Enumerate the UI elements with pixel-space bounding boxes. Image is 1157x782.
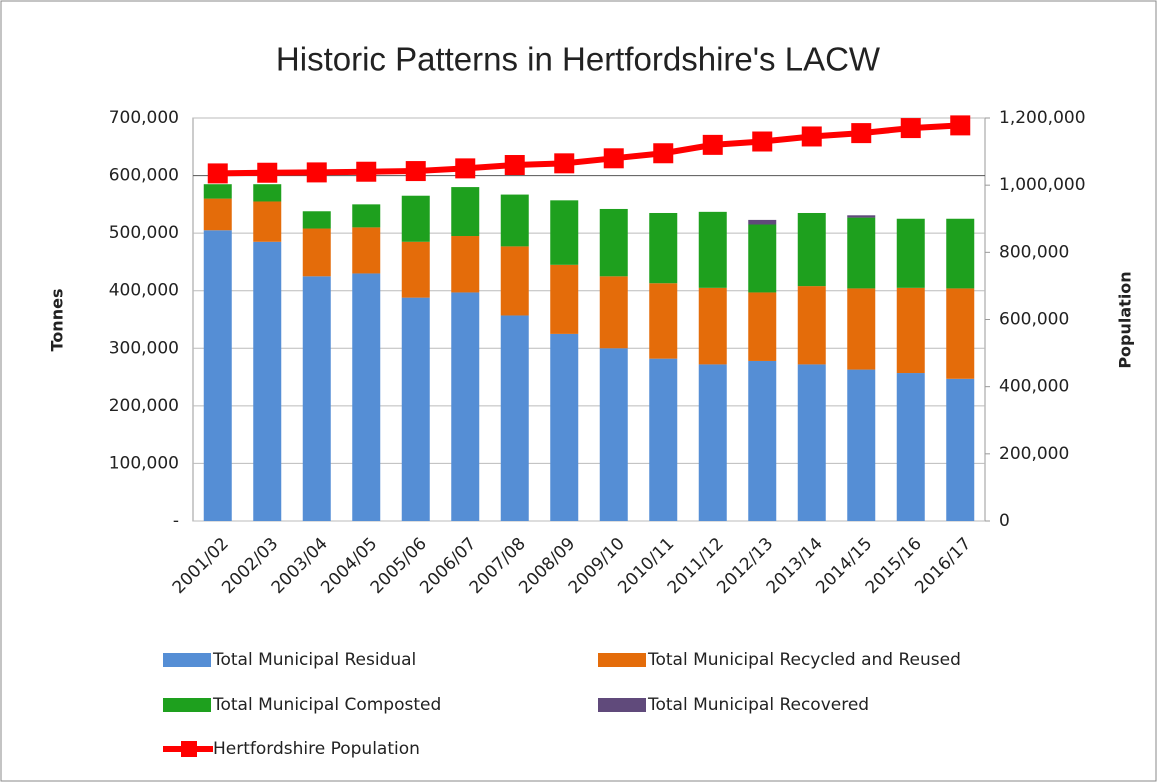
bar-segment <box>302 228 331 277</box>
y-tick-label: 700,000 <box>109 108 179 128</box>
bar-segment <box>550 264 579 334</box>
population-marker <box>603 148 624 169</box>
population-marker <box>752 131 773 152</box>
y-tick-label: 600,000 <box>109 166 179 186</box>
bar-segment <box>451 187 480 237</box>
bar-segment <box>797 286 826 365</box>
population-marker <box>405 161 426 182</box>
bar-segment <box>698 287 727 365</box>
bar-segment <box>451 292 480 521</box>
y-tick-label: - <box>173 511 179 531</box>
bar-segment <box>847 215 876 218</box>
population-marker <box>455 158 476 179</box>
population-marker <box>801 126 822 147</box>
bar-segment <box>698 364 727 521</box>
bar-segment <box>847 288 876 370</box>
population-marker <box>306 162 327 183</box>
population-marker <box>504 155 525 176</box>
bar-segment <box>946 378 975 521</box>
bar-segment <box>352 227 381 274</box>
bar-segment <box>401 195 430 242</box>
bar-segment <box>896 373 925 521</box>
bar-segment <box>599 348 628 521</box>
population-marker <box>653 143 674 164</box>
population-marker <box>554 153 575 174</box>
legend-label: Total Municipal Recycled and Reused <box>647 650 961 670</box>
bar-segment <box>203 198 232 231</box>
bar-segment <box>946 218 975 289</box>
y2-tick-label: 400,000 <box>999 377 1069 397</box>
legend-swatch <box>163 653 211 667</box>
population-marker <box>356 161 377 182</box>
y2-tick-label: 1,200,000 <box>999 108 1086 128</box>
bar-segment <box>847 369 876 521</box>
population-marker <box>950 115 971 136</box>
bar-segment <box>203 184 232 199</box>
population-marker <box>702 134 723 155</box>
legend-swatch <box>163 698 211 712</box>
y-tick-label: 100,000 <box>109 453 179 473</box>
bar-segment <box>649 212 678 284</box>
chart-title: Historic Patterns in Hertfordshire's LAC… <box>276 41 881 78</box>
bar-segment <box>797 212 826 287</box>
bar-segment <box>401 297 430 521</box>
bar-segment <box>401 241 430 298</box>
bar-segment <box>698 211 727 288</box>
legend-swatch <box>181 741 197 757</box>
bar-segment <box>500 246 529 316</box>
bar-segment <box>599 276 628 349</box>
bar-segment <box>649 283 678 359</box>
bar-segment <box>203 230 232 521</box>
y-tick-label: 400,000 <box>109 281 179 301</box>
bar-segment <box>253 201 282 242</box>
bar-segment <box>550 333 579 521</box>
y-tick-label: 300,000 <box>109 338 179 358</box>
bar-segment <box>946 288 975 379</box>
legend-label: Hertfordshire Population <box>213 739 420 759</box>
bar-segment <box>302 276 331 521</box>
y-axis-title: Tonnes <box>48 289 67 352</box>
bar-segment <box>847 217 876 289</box>
bar-segment <box>302 211 331 229</box>
bar-segment <box>599 208 628 277</box>
population-marker <box>900 118 921 139</box>
bar-segment <box>649 358 678 521</box>
y2-tick-label: 800,000 <box>999 242 1069 262</box>
bar-segment <box>748 292 777 361</box>
bar-segment <box>896 287 925 374</box>
legend-swatch <box>598 698 646 712</box>
bar-segment <box>748 224 777 293</box>
bar-segment <box>500 315 529 521</box>
population-marker <box>851 123 872 144</box>
bar-segment <box>896 218 925 288</box>
bar-segment <box>748 219 777 225</box>
y-tick-label: 500,000 <box>109 223 179 243</box>
population-marker <box>207 163 228 184</box>
population-marker <box>257 162 278 183</box>
bar-segment <box>253 241 282 521</box>
bar-segment <box>352 204 381 228</box>
bar-segment <box>500 194 529 247</box>
y-tick-label: 200,000 <box>109 396 179 416</box>
bar-segment <box>550 200 579 265</box>
bar-segment <box>253 184 282 202</box>
legend-label: Total Municipal Composted <box>212 695 441 715</box>
legend-swatch <box>598 653 646 667</box>
legend-label: Total Municipal Residual <box>212 650 416 670</box>
population-line <box>217 122 961 177</box>
y2-tick-label: 200,000 <box>999 444 1069 464</box>
y2-tick-label: 600,000 <box>999 310 1069 330</box>
bar-segment <box>352 273 381 521</box>
y2-tick-label: 0 <box>999 511 1010 531</box>
legend-label: Total Municipal Recovered <box>647 695 869 715</box>
y2-axis-title: Population <box>1116 271 1135 368</box>
y2-tick-label: 1,000,000 <box>999 175 1086 195</box>
bar-segment <box>748 360 777 521</box>
bar-segment <box>451 236 480 293</box>
bar-segment <box>797 364 826 521</box>
